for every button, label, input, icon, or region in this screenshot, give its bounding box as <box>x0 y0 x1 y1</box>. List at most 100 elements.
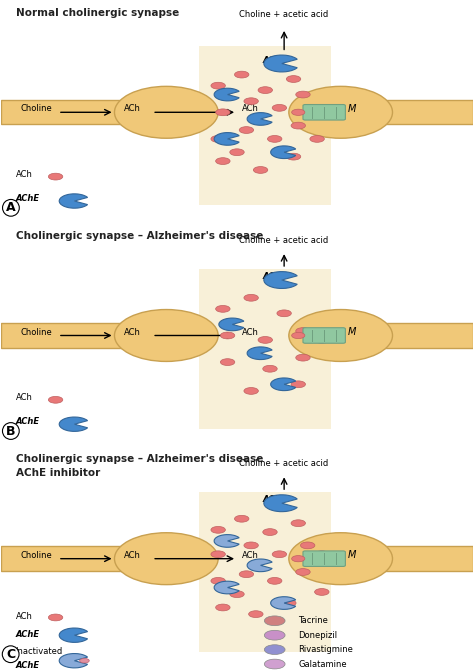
Text: ACh: ACh <box>242 105 259 113</box>
Wedge shape <box>247 113 272 125</box>
Ellipse shape <box>289 309 392 362</box>
Circle shape <box>244 542 258 549</box>
Circle shape <box>235 71 249 78</box>
Text: ACh: ACh <box>124 327 141 337</box>
Wedge shape <box>219 318 244 331</box>
Circle shape <box>310 136 324 142</box>
Text: Galatamine: Galatamine <box>298 660 347 668</box>
FancyBboxPatch shape <box>359 100 473 125</box>
Circle shape <box>80 658 89 663</box>
Text: ACh: ACh <box>16 393 32 402</box>
Circle shape <box>267 578 282 584</box>
Circle shape <box>48 614 63 621</box>
Circle shape <box>291 122 305 129</box>
Text: AChE: AChE <box>263 56 287 64</box>
Wedge shape <box>271 597 296 609</box>
Circle shape <box>315 109 329 115</box>
Text: Choline + acetic acid: Choline + acetic acid <box>239 10 329 19</box>
Circle shape <box>315 337 329 344</box>
Circle shape <box>230 149 244 156</box>
Circle shape <box>292 556 305 562</box>
Wedge shape <box>247 347 272 360</box>
Circle shape <box>263 366 277 372</box>
FancyBboxPatch shape <box>1 546 147 571</box>
Circle shape <box>301 542 315 549</box>
Text: ACh: ACh <box>124 551 141 560</box>
Text: ACh: ACh <box>242 551 259 560</box>
Wedge shape <box>214 133 239 145</box>
Circle shape <box>244 295 258 301</box>
Text: Choline + acetic acid: Choline + acetic acid <box>239 459 329 468</box>
Circle shape <box>235 515 249 522</box>
Text: AChE: AChE <box>263 495 287 505</box>
Wedge shape <box>59 628 88 642</box>
FancyBboxPatch shape <box>199 492 331 652</box>
Text: AChE: AChE <box>16 629 40 639</box>
Text: AChE: AChE <box>16 195 40 203</box>
Text: Rivastigmine: Rivastigmine <box>298 645 353 654</box>
FancyBboxPatch shape <box>303 327 346 344</box>
Circle shape <box>272 551 287 558</box>
Text: Cholinergic synapse – Alzheimer's disease: Cholinergic synapse – Alzheimer's diseas… <box>16 231 263 242</box>
FancyBboxPatch shape <box>359 546 473 571</box>
Ellipse shape <box>115 533 218 584</box>
Text: Choline + acetic acid: Choline + acetic acid <box>239 236 329 244</box>
Circle shape <box>292 109 305 115</box>
Text: M: M <box>348 550 356 560</box>
Circle shape <box>291 520 305 527</box>
Wedge shape <box>271 146 296 158</box>
Wedge shape <box>214 581 239 594</box>
Circle shape <box>216 305 230 312</box>
Circle shape <box>264 616 285 625</box>
Text: Inactivated: Inactivated <box>16 648 63 656</box>
Circle shape <box>258 87 273 93</box>
FancyBboxPatch shape <box>303 105 346 120</box>
Circle shape <box>272 105 287 111</box>
Wedge shape <box>59 194 88 208</box>
Circle shape <box>282 600 296 607</box>
Circle shape <box>264 645 285 654</box>
Circle shape <box>220 359 235 366</box>
Circle shape <box>48 397 63 403</box>
Circle shape <box>239 127 254 134</box>
Text: ACh: ACh <box>124 105 141 113</box>
Text: AChE: AChE <box>263 272 287 281</box>
Circle shape <box>267 136 282 142</box>
Text: M: M <box>348 104 356 114</box>
Wedge shape <box>264 55 297 72</box>
Text: AChE: AChE <box>16 661 40 670</box>
Text: Tacrine: Tacrine <box>298 616 328 625</box>
Wedge shape <box>247 559 272 572</box>
Ellipse shape <box>115 309 218 362</box>
Circle shape <box>211 578 225 584</box>
Circle shape <box>48 173 63 180</box>
Text: ACh: ACh <box>16 170 32 179</box>
Circle shape <box>296 327 310 334</box>
Wedge shape <box>271 378 296 391</box>
Circle shape <box>264 630 285 640</box>
Circle shape <box>292 332 305 339</box>
Text: C: C <box>6 648 15 661</box>
Circle shape <box>296 91 310 98</box>
Circle shape <box>211 136 225 142</box>
Ellipse shape <box>289 87 392 138</box>
Circle shape <box>249 611 263 617</box>
FancyBboxPatch shape <box>303 551 346 566</box>
Text: M: M <box>348 327 356 337</box>
Wedge shape <box>264 272 297 289</box>
Text: Normal cholinergic synapse: Normal cholinergic synapse <box>16 8 179 18</box>
FancyBboxPatch shape <box>199 269 331 429</box>
Ellipse shape <box>115 87 218 138</box>
Wedge shape <box>214 88 239 101</box>
FancyBboxPatch shape <box>359 323 473 348</box>
Ellipse shape <box>289 533 392 584</box>
Circle shape <box>230 590 244 598</box>
Circle shape <box>253 166 268 173</box>
Circle shape <box>296 568 310 576</box>
Circle shape <box>244 98 258 105</box>
Circle shape <box>263 529 277 535</box>
Circle shape <box>258 337 273 344</box>
Circle shape <box>211 527 225 533</box>
Circle shape <box>211 83 225 89</box>
Circle shape <box>286 76 301 83</box>
